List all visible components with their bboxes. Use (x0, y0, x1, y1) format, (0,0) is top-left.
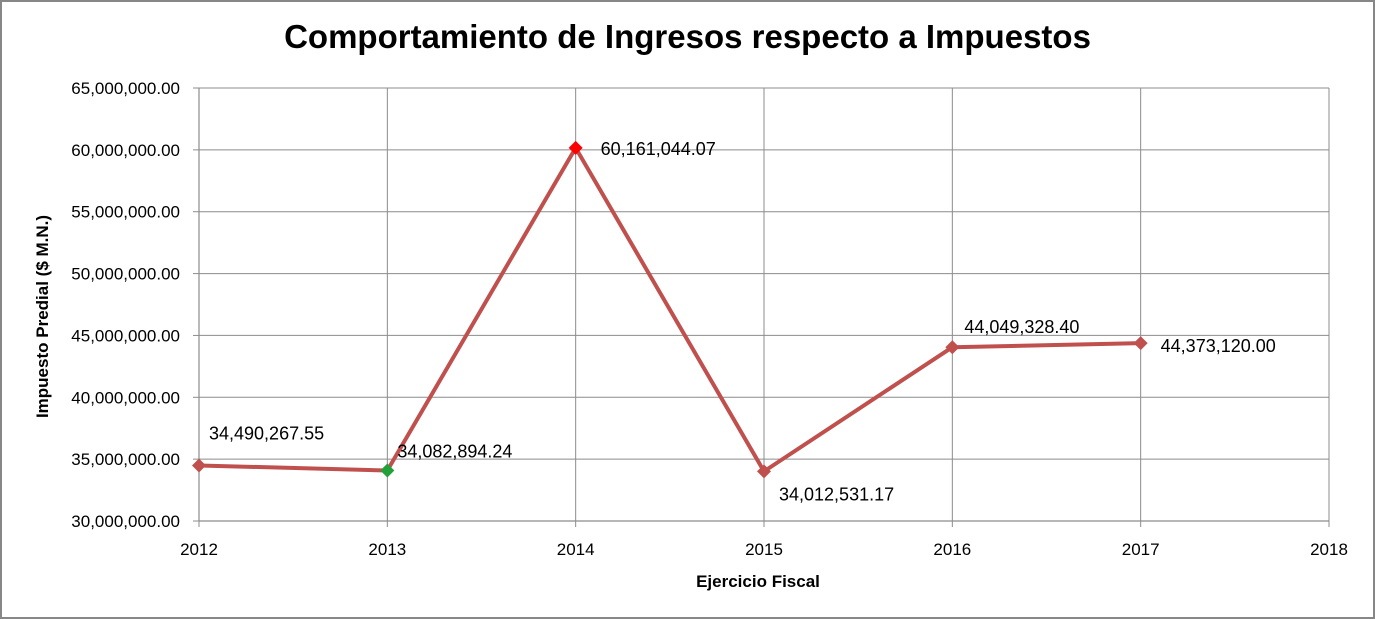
x-tick-label: 2017 (1122, 540, 1160, 559)
data-point-marker (945, 340, 960, 355)
data-label: 44,049,328.40 (964, 317, 1079, 337)
y-tick-label: 30,000,000.00 (71, 512, 180, 531)
y-tick-label: 35,000,000.00 (71, 450, 180, 469)
data-point-marker (192, 458, 206, 473)
data-label: 34,012,531.17 (779, 484, 894, 504)
y-tick-label: 65,000,000.00 (71, 79, 180, 98)
series (192, 140, 1148, 479)
x-tick-label: 2014 (557, 540, 595, 559)
chart-title: Comportamiento de Ingresos respecto a Im… (284, 18, 1091, 55)
tick-labels: 30,000,000.00 35,000,000.00 40,000,000.00 4… (71, 79, 1348, 559)
x-axis-title: Ejercicio Fiscal (696, 572, 820, 591)
data-label: 60,161,044.07 (601, 139, 716, 159)
data-point-marker (568, 140, 583, 155)
y-tick-label: 40,000,000.00 (71, 388, 180, 407)
x-tick-label: 2018 (1310, 540, 1348, 559)
data-label: 44,373,120.00 (1161, 336, 1276, 356)
axes (193, 87, 1330, 527)
data-point-marker (380, 463, 395, 478)
y-tick-label: 60,000,000.00 (71, 141, 180, 160)
y-tick-label: 55,000,000.00 (71, 203, 180, 222)
data-labels: 34,490,267.55 34,082,894.24 60,161,044.07 3… (209, 139, 1276, 504)
y-tick-label: 45,000,000.00 (71, 326, 180, 345)
data-label: 34,490,267.55 (209, 423, 324, 443)
y-axis-title: Impuesto Predial ($ M.N.) (33, 215, 52, 418)
x-tick-label: 2012 (180, 540, 218, 559)
data-label: 34,082,894.24 (397, 441, 512, 461)
y-tick-label: 50,000,000.00 (71, 265, 180, 284)
x-tick-label: 2013 (368, 540, 406, 559)
x-tick-label: 2015 (745, 540, 783, 559)
series-line (198, 145, 1141, 474)
grid (198, 87, 1330, 522)
data-point-marker (1133, 336, 1148, 351)
data-point-marker (757, 464, 771, 479)
x-tick-label: 2016 (933, 540, 971, 559)
